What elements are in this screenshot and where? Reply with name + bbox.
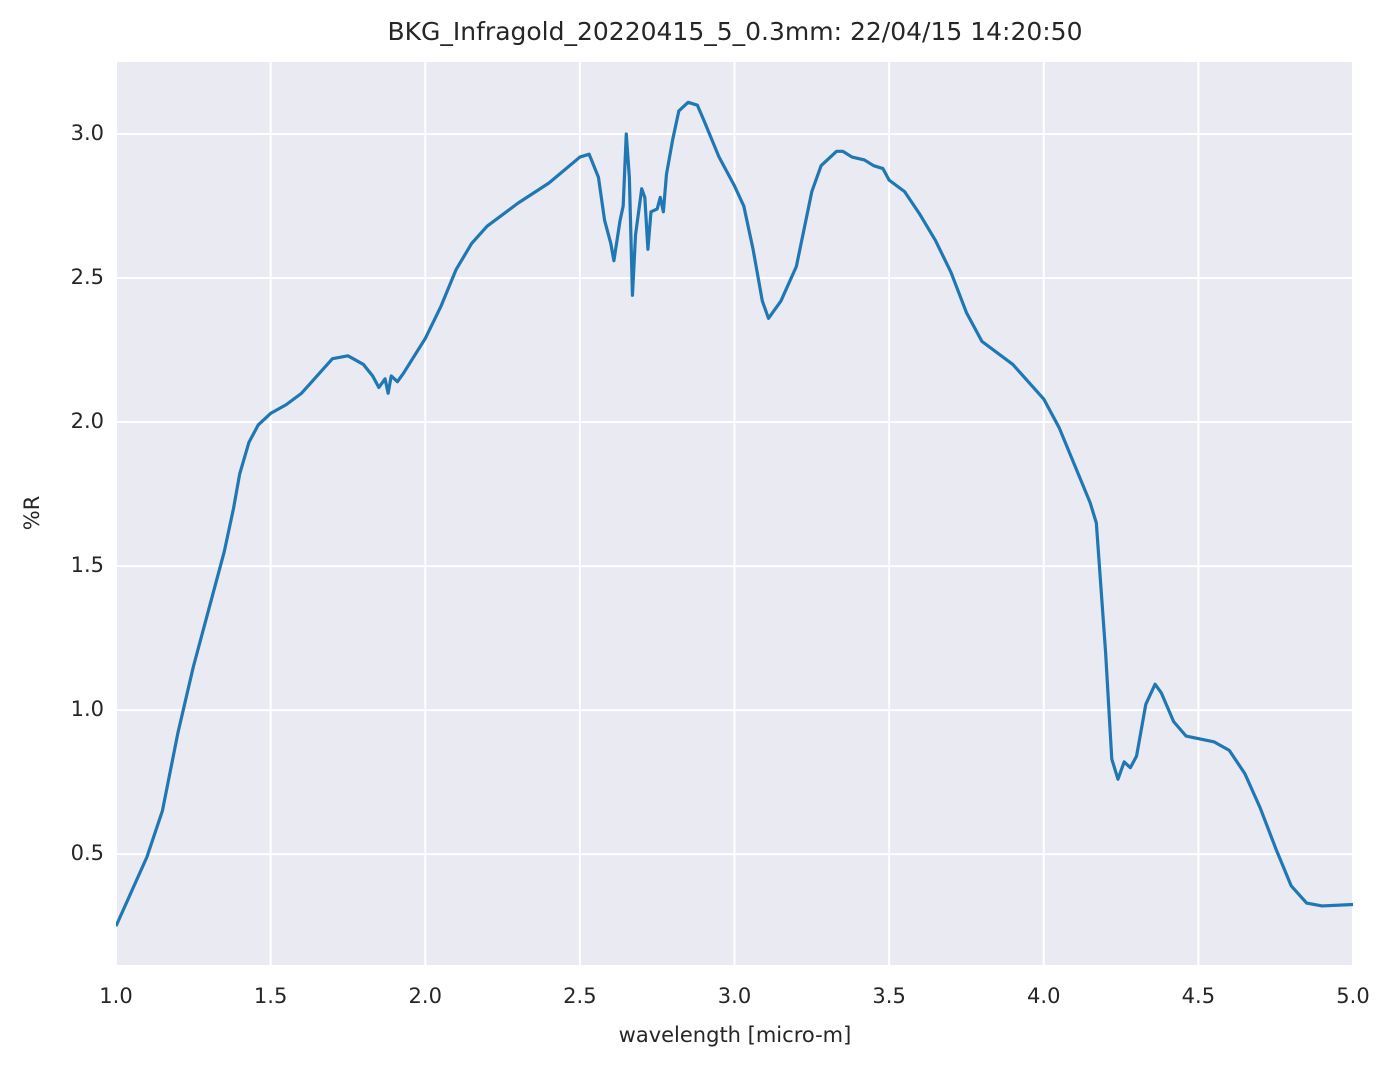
x-tick-label: 3.0 [718,984,751,1008]
data-line [116,100,1353,927]
y-tick-label: 2.0 [71,409,104,433]
y-tick-label: 0.5 [71,841,104,865]
x-tick-label: 2.0 [409,984,442,1008]
x-tick-label: 4.5 [1182,984,1215,1008]
x-tick-label: 2.5 [563,984,596,1008]
chart-title: BKG_Infragold_20220415_5_0.3mm: 22/04/15… [387,17,1082,46]
x-tick-label: 1.5 [254,984,287,1008]
y-axis-label: %R [20,496,44,531]
x-tick-label: 3.5 [872,984,905,1008]
x-tick-label: 5.0 [1336,984,1369,1008]
y-tick-label: 3.0 [71,121,104,145]
x-tick-label: 4.0 [1027,984,1060,1008]
y-tick-label: 2.5 [71,265,104,289]
y-tick-label: 1.5 [71,553,104,577]
y-tick-label: 1.0 [71,697,104,721]
x-tick-label: 1.0 [99,984,132,1008]
x-axis-label: wavelength [micro-m] [619,1023,852,1047]
